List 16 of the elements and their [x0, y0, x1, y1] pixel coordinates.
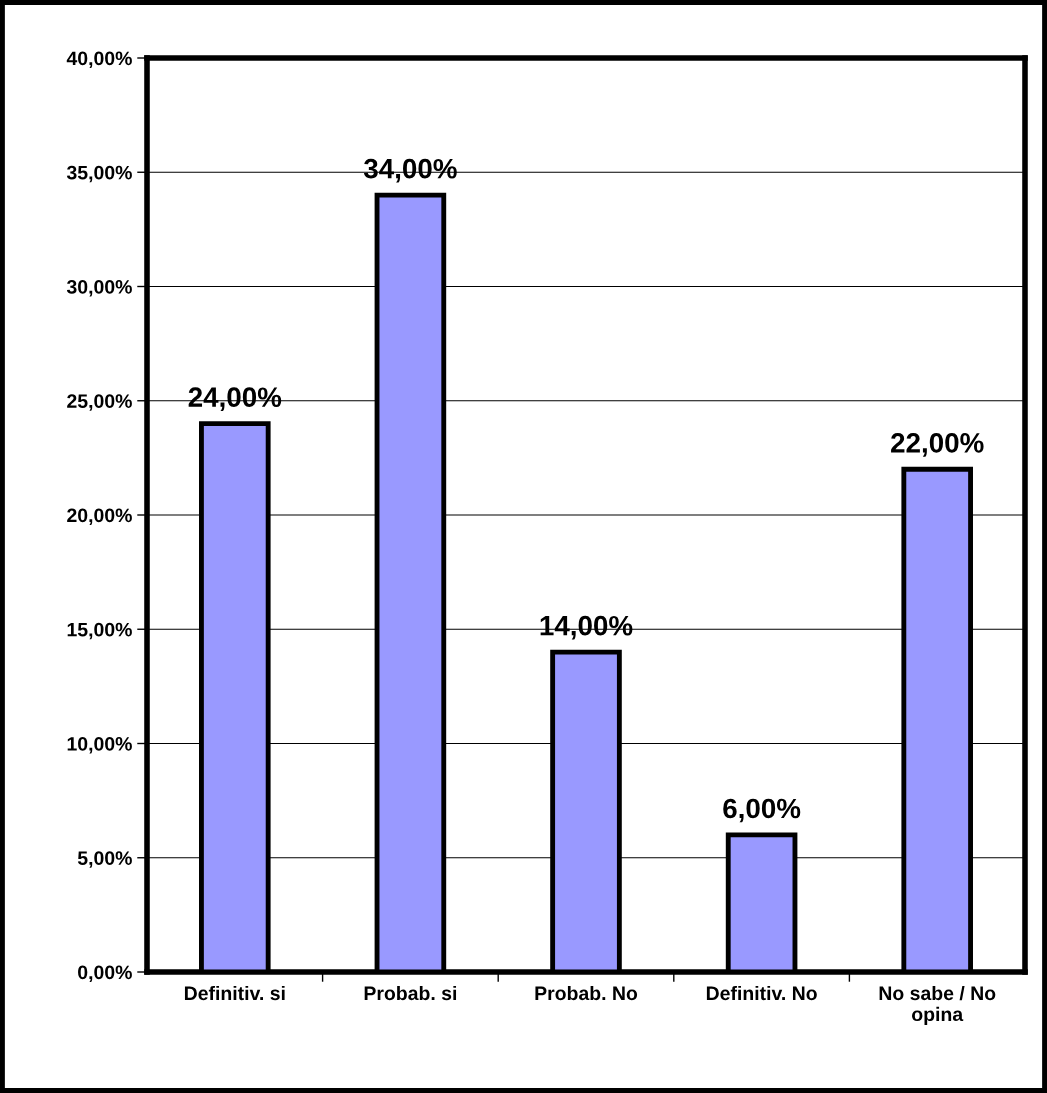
y-tick-label: 40,00%: [66, 51, 132, 69]
x-tick-label: Definitiv. No: [706, 985, 817, 1001]
y-tick-label: 10,00%: [67, 736, 132, 754]
y-tick-label: 30,00%: [66, 279, 132, 297]
data-label: 6,00%: [723, 798, 801, 823]
x-tick-label: Probab. No: [535, 985, 638, 1001]
x-tick-label: No sabe / No opina: [879, 985, 996, 1025]
data-label: 22,00%: [891, 433, 984, 457]
y-tick-label: 35,00%: [66, 165, 132, 183]
y-tick-label: 5,00%: [77, 851, 132, 868]
y-tick-label: 25,00%: [67, 394, 132, 411]
x-tick-label: Definitiv. si: [184, 985, 285, 1001]
y-tick-label: 20,00%: [67, 508, 132, 526]
x-tick-label: Probab. si: [364, 985, 457, 1001]
y-tick-label: 15,00%: [67, 622, 132, 640]
y-tick-label: 0,00%: [78, 965, 132, 983]
